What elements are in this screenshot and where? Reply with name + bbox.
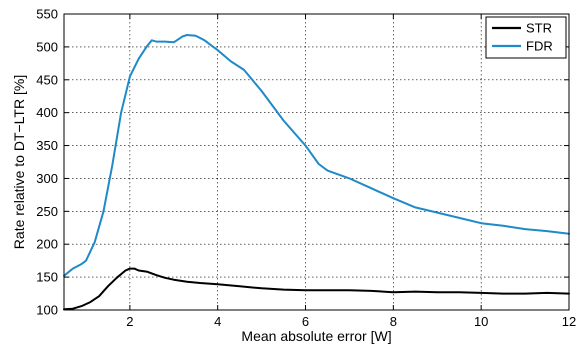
y-tick-label: 450	[36, 72, 58, 87]
grid-lines	[64, 14, 569, 310]
plot-frame	[63, 13, 570, 311]
x-tick-label: 10	[474, 314, 488, 329]
y-tick-label: 350	[36, 138, 58, 153]
y-tick-label: 100	[36, 303, 58, 318]
y-axis-label: Rate relative to DT−LTR [%]	[11, 75, 27, 249]
x-axis-label: Mean absolute error [W]	[241, 328, 391, 344]
y-tick-label: 250	[36, 204, 58, 219]
y-tick-label: 500	[36, 39, 58, 54]
legend-box	[485, 16, 567, 59]
x-tick-label: 8	[390, 314, 397, 329]
series-lines	[63, 34, 570, 311]
y-tick-label: 300	[36, 171, 58, 186]
legend-label-fdr: FDR	[526, 39, 553, 54]
x-tick-label: 6	[302, 314, 309, 329]
series-line-fdr	[63, 34, 570, 277]
legend-label-str: STR	[526, 21, 552, 36]
series-line-str	[63, 267, 570, 311]
y-tick-label: 550	[36, 7, 58, 22]
x-tick-label: 2	[126, 314, 133, 329]
y-tick-label: 400	[36, 105, 58, 120]
legend: STR FDR	[485, 16, 567, 59]
axis-ticks: 2 4 6 8 10 12 100 150 200 250 300 350 400 450 500 550	[36, 7, 576, 330]
x-tick-label: 4	[214, 314, 221, 329]
x-tick-label: 12	[562, 314, 576, 329]
y-tick-label: 200	[36, 237, 58, 252]
y-tick-label: 150	[36, 270, 58, 285]
